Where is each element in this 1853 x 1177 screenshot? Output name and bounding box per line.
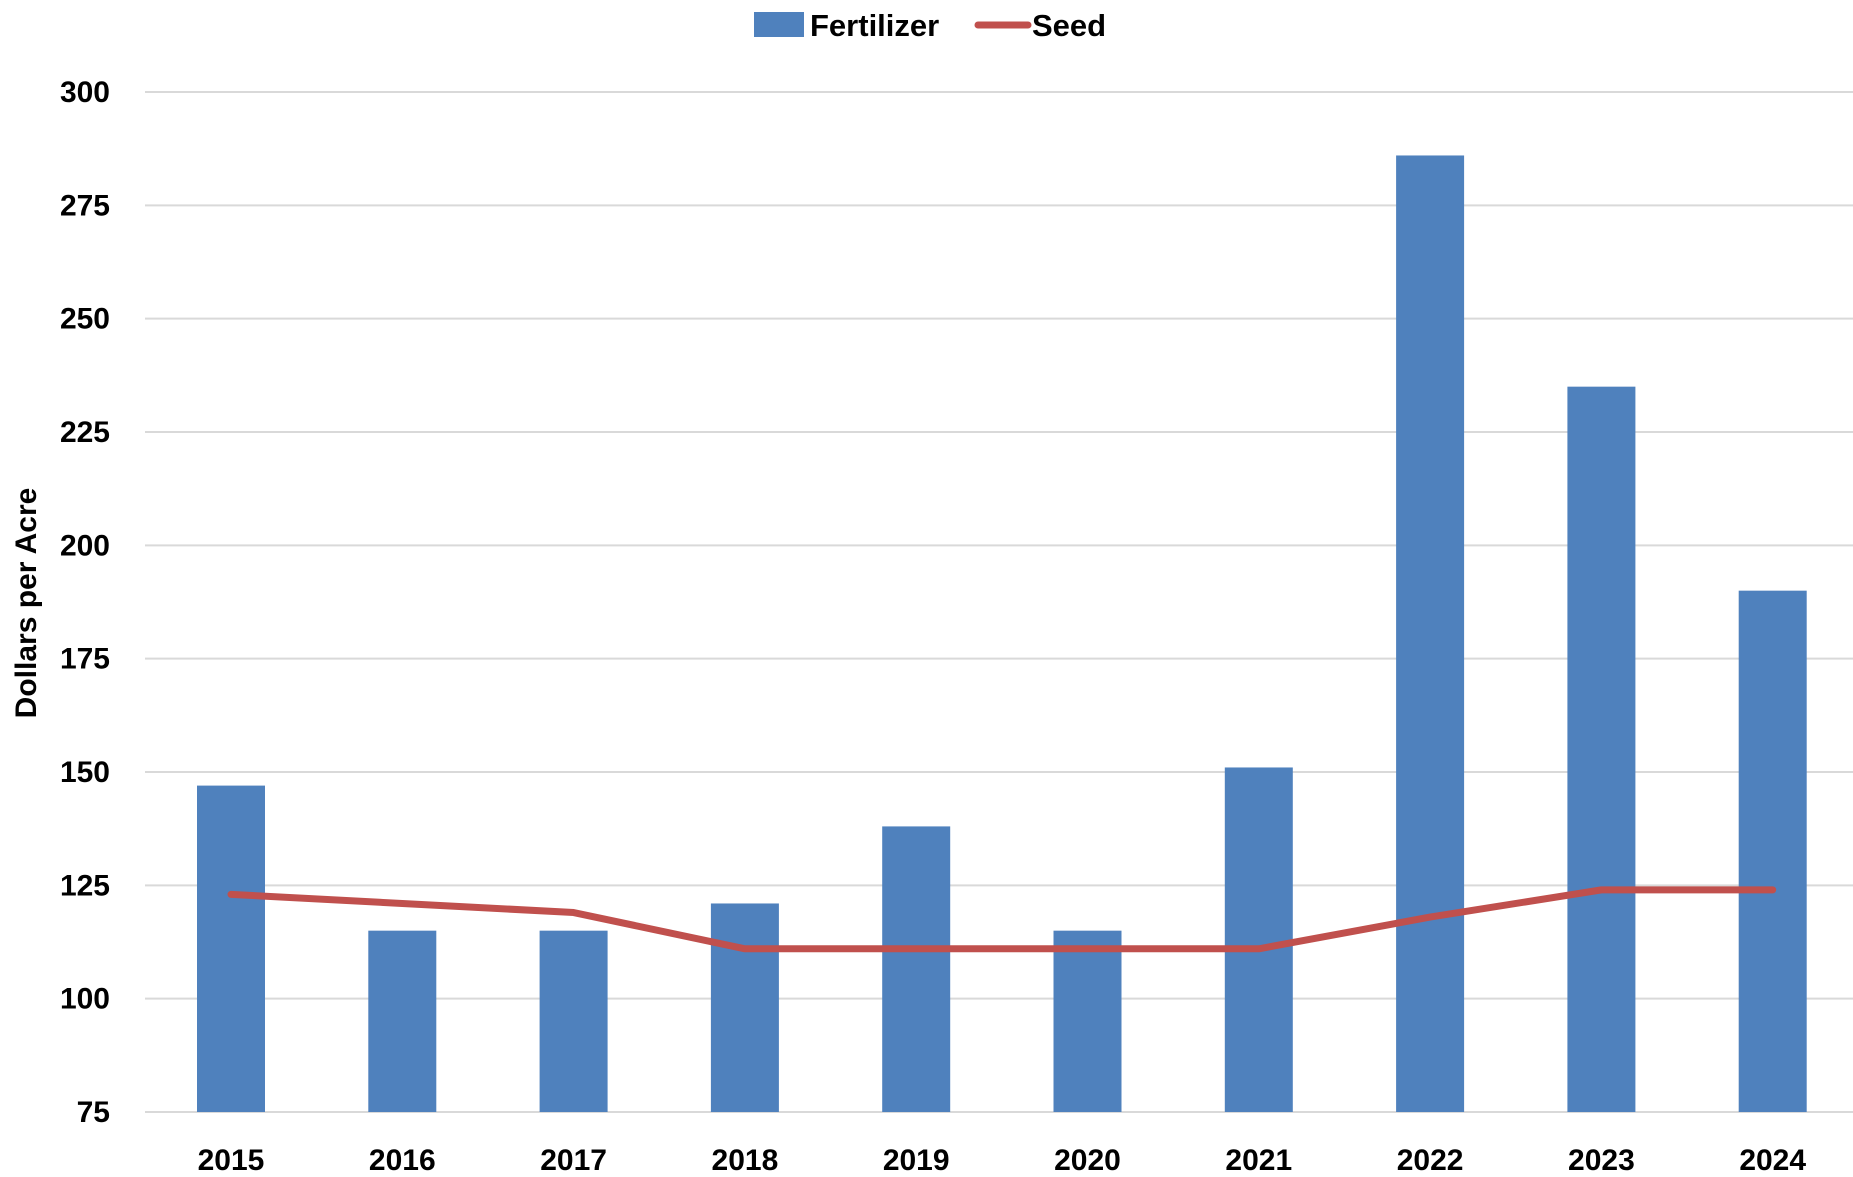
fertilizer-bar-2024	[1738, 590, 1807, 1112]
legend-swatch-fertilizer	[754, 12, 804, 37]
fertilizer-bar-2019	[882, 826, 951, 1112]
seed-line	[227, 886, 1777, 953]
x-tick-label-2023: 2023	[1568, 1144, 1635, 1177]
fertilizer-bar-2017	[539, 930, 608, 1112]
x-axis-tick-labels: 2015 2016 2017 2018 2019 2020 2021 2022 2023 2024	[198, 1144, 1807, 1177]
x-tick-label-2022: 2022	[1397, 1144, 1464, 1177]
x-tick-label-2018: 2018	[712, 1144, 779, 1177]
fertilizer-bar-2022	[1396, 155, 1465, 1112]
x-tick-label-2015: 2015	[198, 1144, 265, 1177]
fertilizer-bars	[197, 155, 1807, 1113]
x-tick-label-2017: 2017	[540, 1144, 607, 1177]
y-tick-label: 275	[60, 189, 110, 222]
y-tick-label: 175	[60, 643, 110, 676]
y-axis-tick-labels: 75 100 125 150 175 200 225 250 275 300	[60, 76, 110, 1129]
fertilizer-bar-2021	[1224, 767, 1293, 1112]
fertilizer-bar-2016	[368, 930, 437, 1112]
x-tick-label-2024: 2024	[1739, 1144, 1806, 1177]
y-axis-title: Dollars per Acre	[10, 488, 43, 719]
y-tick-label: 225	[60, 416, 110, 449]
fertilizer-bar-2023	[1567, 386, 1636, 1113]
x-tick-label-2016: 2016	[369, 1144, 436, 1177]
fertilizer-bar-2018	[710, 903, 779, 1112]
y-tick-label: 300	[60, 76, 110, 109]
y-tick-label: 200	[60, 529, 110, 562]
legend: Fertilizer Seed	[754, 8, 1106, 43]
x-tick-label-2019: 2019	[883, 1144, 950, 1177]
seed-line-group	[227, 886, 1777, 953]
x-tick-label-2020: 2020	[1054, 1144, 1121, 1177]
fertilizer-bar-2015	[197, 785, 265, 1112]
y-tick-label: 250	[60, 303, 110, 336]
x-tick-label-2021: 2021	[1225, 1144, 1292, 1177]
y-tick-label: 125	[60, 869, 110, 902]
fertilizer-bar-2020	[1053, 930, 1122, 1112]
y-tick-label: 100	[60, 983, 110, 1016]
y-tick-label: 75	[77, 1096, 110, 1129]
legend-label-fertilizer: Fertilizer	[810, 8, 939, 43]
y-tick-label: 150	[60, 756, 110, 789]
legend-label-seed: Seed	[1032, 8, 1106, 43]
